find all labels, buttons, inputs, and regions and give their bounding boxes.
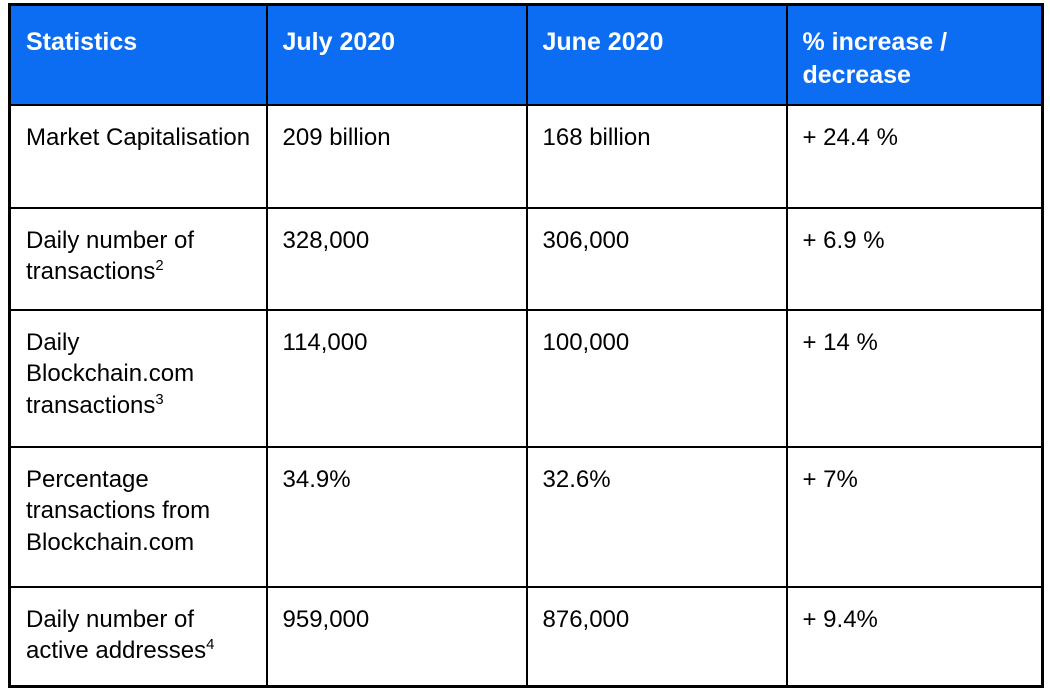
june-value-cell: 876,000	[525, 585, 788, 688]
table-row: Daily number of transactions2 328,000 30…	[8, 206, 1044, 311]
footnote-marker: 2	[155, 258, 164, 275]
stat-label: Market Capitalisation	[26, 123, 251, 151]
june-value-cell: 168 billion	[525, 103, 788, 209]
header-cell-june-2020: June 2020	[525, 3, 788, 106]
june-value-cell: 306,000	[525, 206, 788, 311]
stat-label: Percentage transactions from Blockchain.…	[26, 465, 211, 556]
stat-label-cell: Daily number of active addresses4	[8, 585, 268, 688]
change-value-cell: + 9.4%	[785, 585, 1044, 688]
change-value-cell: + 24.4 %	[785, 103, 1044, 209]
stat-label-cell: Daily number of transactions2	[8, 206, 268, 311]
footnote-marker: 4	[206, 637, 215, 654]
table-header-row: Statistics July 2020 June 2020 % increas…	[8, 3, 1044, 106]
stat-label-cell: Daily Blockchain.com transactions3	[8, 308, 268, 448]
july-value-cell: 114,000	[265, 308, 528, 448]
table-row: Daily Blockchain.com transactions3 114,0…	[8, 308, 1044, 448]
july-value-cell: 328,000	[265, 206, 528, 311]
table-row: Market Capitalisation 209 billion 168 bi…	[8, 103, 1044, 209]
header-cell-july-2020: July 2020	[265, 3, 528, 106]
statistics-table: Statistics July 2020 June 2020 % increas…	[8, 3, 1044, 688]
july-value-cell: 959,000	[265, 585, 528, 688]
stat-label: Daily Blockchain.com transactions	[26, 328, 195, 419]
july-value-cell: 34.9%	[265, 445, 528, 588]
change-value-cell: + 6.9 %	[785, 206, 1044, 311]
june-value-cell: 100,000	[525, 308, 788, 448]
header-cell-statistics: Statistics	[8, 3, 268, 106]
change-value-cell: + 7%	[785, 445, 1044, 588]
table-row: Daily number of active addresses4 959,00…	[8, 585, 1044, 688]
june-value-cell: 32.6%	[525, 445, 788, 588]
stat-label-cell: Percentage transactions from Blockchain.…	[8, 445, 268, 588]
change-value-cell: + 14 %	[785, 308, 1044, 448]
footnote-marker: 3	[155, 391, 164, 408]
stat-label: Daily number of active addresses	[26, 605, 207, 665]
header-cell-percent-change: % increase / decrease	[785, 3, 1044, 106]
table-row: Percentage transactions from Blockchain.…	[8, 445, 1044, 588]
stat-label-cell: Market Capitalisation	[8, 103, 268, 209]
july-value-cell: 209 billion	[265, 103, 528, 209]
stat-label: Daily number of transactions	[26, 226, 195, 286]
